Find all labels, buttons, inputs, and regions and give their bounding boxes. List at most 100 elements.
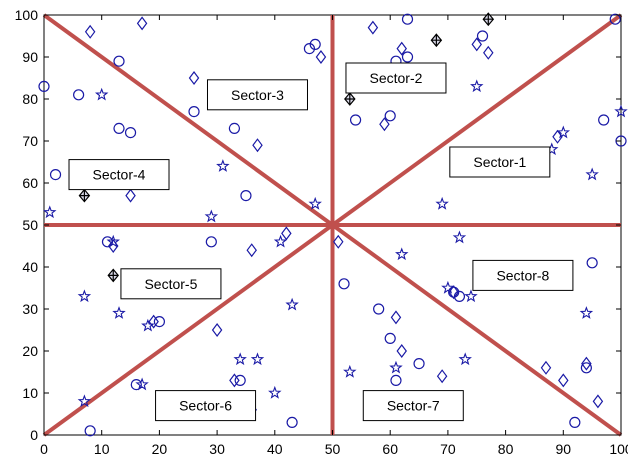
x-tick-label: 50 bbox=[325, 441, 341, 457]
star-marker bbox=[441, 280, 455, 294]
star-marker bbox=[112, 306, 126, 319]
sector-labels: Sector-1 Sector-2 Sector-3 Sector-4 Sector-5… bbox=[68, 62, 574, 422]
circle-marker bbox=[476, 30, 489, 42]
circle-marker bbox=[240, 190, 252, 202]
diamond-marker bbox=[211, 323, 223, 337]
diamond-marker bbox=[483, 45, 494, 60]
circle-marker bbox=[73, 89, 85, 101]
sector-dividers bbox=[42, 13, 623, 437]
diamond-marker bbox=[333, 234, 344, 249]
diamond-marker bbox=[246, 243, 257, 258]
star-marker bbox=[435, 196, 449, 210]
circle-marker bbox=[390, 374, 402, 386]
diamond-marker bbox=[125, 188, 136, 203]
diamond-cross-marker bbox=[78, 188, 91, 203]
circle-marker bbox=[113, 55, 125, 67]
x-tick-label: 30 bbox=[209, 441, 225, 457]
star-marker bbox=[216, 159, 230, 172]
sector-label: Sector-2 bbox=[370, 70, 423, 86]
x-tick-label: 0 bbox=[40, 441, 48, 457]
circle-marker bbox=[130, 379, 142, 391]
star-marker bbox=[556, 125, 571, 139]
circle-marker bbox=[413, 358, 425, 370]
sector-label-box bbox=[155, 390, 257, 422]
circle-marker bbox=[569, 416, 581, 428]
star-marker bbox=[470, 79, 484, 93]
circle-marker bbox=[228, 122, 241, 134]
star-marker bbox=[77, 394, 92, 408]
star-marker bbox=[395, 247, 409, 261]
sector-label-box bbox=[68, 159, 170, 191]
circle-marker bbox=[373, 303, 385, 315]
x-tick-label: 10 bbox=[94, 441, 110, 457]
circle-marker bbox=[401, 13, 414, 25]
star-marker bbox=[94, 87, 109, 101]
diamond-marker bbox=[229, 373, 240, 388]
star-marker bbox=[135, 377, 149, 391]
star-marker bbox=[389, 360, 403, 374]
circle-marker bbox=[124, 127, 137, 139]
circle-marker bbox=[188, 105, 200, 118]
star-marker bbox=[464, 289, 478, 303]
y-tick-label: 70 bbox=[22, 133, 38, 149]
sector-label: Sector-8 bbox=[496, 267, 549, 283]
diamond-marker bbox=[136, 16, 148, 31]
diamond-marker bbox=[148, 314, 159, 329]
diamond-marker bbox=[390, 310, 402, 325]
y-tick-label: 50 bbox=[22, 217, 38, 233]
star-marker bbox=[308, 196, 322, 210]
diamond-marker bbox=[581, 356, 592, 371]
diamond-cross-marker bbox=[344, 92, 356, 106]
y-tick-label: 100 bbox=[15, 7, 39, 23]
circle-marker bbox=[609, 13, 621, 25]
x-axis-ticks: 0 10 20 30 40 50 60 70 80 90 100 bbox=[40, 15, 628, 457]
circle-marker bbox=[401, 51, 414, 63]
diamond-marker bbox=[471, 37, 482, 52]
circle-marker bbox=[38, 80, 50, 93]
circle-marker bbox=[234, 374, 246, 386]
sector-label-box bbox=[449, 146, 551, 178]
y-tick-label: 90 bbox=[22, 49, 38, 65]
circle-marker bbox=[205, 236, 217, 248]
circle-marker bbox=[153, 316, 165, 328]
sector-label: Sector-1 bbox=[473, 154, 526, 170]
diamond-marker bbox=[592, 394, 604, 409]
y-tick-label: 30 bbox=[22, 301, 38, 317]
circle-marker bbox=[309, 38, 321, 51]
x-tick-label: 80 bbox=[498, 441, 514, 457]
circle-marker bbox=[384, 332, 396, 344]
diamond-marker bbox=[396, 41, 407, 56]
star-marker bbox=[452, 230, 467, 244]
circle-marker bbox=[49, 169, 62, 181]
diamond-cross-marker bbox=[430, 33, 443, 48]
circle-marker bbox=[598, 114, 610, 126]
star-marker bbox=[458, 352, 472, 366]
sector-label: Sector-3 bbox=[231, 87, 284, 103]
sector-label-box bbox=[206, 79, 308, 111]
sector-label-box bbox=[345, 62, 447, 94]
diamond-marker bbox=[396, 344, 407, 358]
sector-label-box bbox=[362, 390, 464, 422]
star-marker bbox=[343, 364, 357, 378]
x-tick-label: 70 bbox=[440, 441, 456, 457]
y-tick-label: 0 bbox=[30, 427, 38, 443]
circle-marker bbox=[113, 122, 125, 134]
y-tick-label: 10 bbox=[22, 385, 38, 401]
sector-label-box bbox=[120, 268, 222, 300]
diamond-marker bbox=[540, 360, 552, 375]
x-tick-label: 20 bbox=[152, 441, 168, 457]
star-marker bbox=[614, 104, 628, 118]
diamond-cross-marker bbox=[107, 268, 120, 283]
circle-marker bbox=[349, 114, 362, 126]
star-marker bbox=[77, 289, 92, 303]
x-tick-label: 100 bbox=[609, 441, 628, 457]
star-marker bbox=[273, 234, 288, 248]
y-tick-label: 80 bbox=[22, 91, 38, 107]
circle-marker bbox=[384, 110, 396, 122]
sector-label: Sector-6 bbox=[179, 398, 232, 414]
y-tick-label: 20 bbox=[22, 343, 38, 359]
circle-marker bbox=[84, 425, 96, 437]
diamond-marker bbox=[84, 24, 96, 39]
circle-marker bbox=[586, 257, 598, 269]
